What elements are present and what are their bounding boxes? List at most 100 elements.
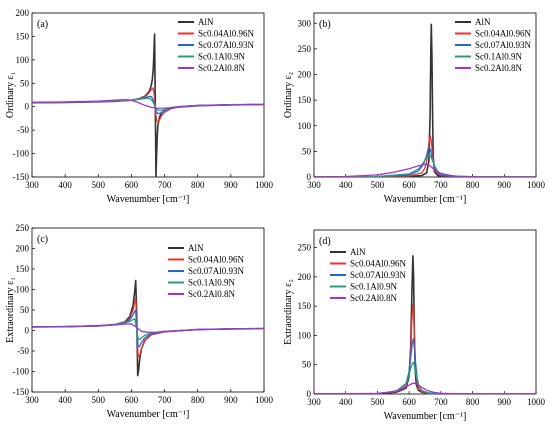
y-tick-label: 0 <box>25 326 30 336</box>
series-line <box>32 98 264 110</box>
legend-entry: Sc0.2Al0.8N <box>475 63 523 73</box>
y-tick-label: 250 <box>298 44 312 54</box>
x-tick-label: 600 <box>125 395 139 405</box>
legend-entry: Sc0.1Al0.9N <box>475 52 523 62</box>
chart-panel: 300 400 500 600 700 800 900 1000 0 50 100 150 200 250… <box>283 12 546 205</box>
series-line <box>314 382 536 394</box>
y-tick-label: 200 <box>16 244 30 254</box>
x-tick-label: 400 <box>58 180 72 190</box>
x-tick-label: 600 <box>125 180 139 190</box>
x-tick-label: 500 <box>92 180 106 190</box>
x-tick-label: 500 <box>371 180 385 190</box>
series-line <box>314 163 536 177</box>
x-tick-label: 700 <box>434 397 448 407</box>
legend-entry: Sc0.07Al0.93N <box>198 40 255 50</box>
legend-entry: Sc0.04Al0.96N <box>188 255 245 265</box>
x-axis-title: Wavenumber [cm⁻¹] <box>107 409 190 420</box>
x-tick-label: 800 <box>466 180 480 190</box>
x-axis-title: Wavenumber [cm⁻¹] <box>384 194 467 205</box>
x-tick-label: 1000 <box>527 397 546 407</box>
y-tick-label: 0 <box>307 389 312 399</box>
legend-entry: Sc0.04Al0.96N <box>475 29 532 39</box>
panel-label: (c) <box>37 234 48 245</box>
panel-label: (b) <box>319 19 331 30</box>
y-tick-label: 200 <box>16 8 30 18</box>
series-line <box>32 323 264 333</box>
y-tick-label: 150 <box>16 264 30 274</box>
y-tick-label: 250 <box>298 243 312 253</box>
x-tick-label: 700 <box>158 180 172 190</box>
chart-panel: 300 400 500 600 700 800 900 1000 0 50 100 150 200 250… <box>283 229 546 422</box>
plot-frame <box>31 227 265 393</box>
x-tick-label: 300 <box>307 397 321 407</box>
y-axis-title: Ordinary ε₁ <box>5 72 16 118</box>
legend-entry: Sc0.07Al0.93N <box>350 270 407 280</box>
series-group <box>32 33 264 177</box>
x-tick-label: 900 <box>498 180 512 190</box>
panel-label: (a) <box>37 19 48 30</box>
chart-panel: 300 400 500 600 700 800 900 1000 -150 -100 -50 0 50 1… <box>5 223 274 420</box>
y-tick-label: 0 <box>307 172 312 182</box>
y-tick-label: -100 <box>13 149 30 159</box>
x-tick-label: 800 <box>191 395 205 405</box>
series-line <box>314 361 536 394</box>
x-tick-label: 600 <box>402 180 416 190</box>
panel-label: (d) <box>319 236 331 247</box>
y-tick-label: 100 <box>298 330 312 340</box>
series-group <box>314 255 536 394</box>
x-axis-title: Wavenumber [cm⁻¹] <box>107 194 190 205</box>
y-tick-label: 0 <box>25 102 30 112</box>
y-tick-label: -150 <box>13 172 30 182</box>
y-tick-label: 50 <box>20 78 30 88</box>
x-tick-label: 300 <box>307 180 321 190</box>
y-tick-label: 150 <box>16 31 30 41</box>
x-tick-label: 500 <box>92 395 106 405</box>
series-line <box>314 304 536 394</box>
y-tick-label: 300 <box>298 18 312 28</box>
series-line <box>314 255 536 394</box>
y-tick-label: 50 <box>302 360 312 370</box>
y-tick-label: 200 <box>298 272 312 282</box>
series-line <box>32 97 264 112</box>
plot-frame <box>31 12 265 178</box>
y-axis-title: Extraordinary ε₂ <box>283 279 294 345</box>
plot-frame <box>313 229 537 395</box>
series-line <box>314 23 536 177</box>
x-tick-label: 800 <box>466 397 480 407</box>
y-tick-label: 100 <box>16 285 30 295</box>
y-axis-title: Ordinary ε₂ <box>283 72 294 118</box>
x-tick-label: 500 <box>371 397 385 407</box>
plot-frame <box>313 12 537 178</box>
x-tick-label: 400 <box>339 397 353 407</box>
y-tick-label: 100 <box>298 121 312 131</box>
legend-entry: Sc0.1Al0.9N <box>188 278 236 288</box>
legend-entry: Sc0.2Al0.8N <box>188 289 236 299</box>
y-tick-label: 150 <box>298 301 312 311</box>
legend-entry: Sc0.04Al0.96N <box>350 259 407 269</box>
legend-entry: Sc0.07Al0.93N <box>188 266 245 276</box>
legend-entry: AlN <box>198 17 214 27</box>
y-tick-label: 150 <box>298 95 312 105</box>
legend-entry: Sc0.1Al0.9N <box>350 282 398 292</box>
legend-entry: AlN <box>188 243 204 253</box>
y-tick-label: -100 <box>13 367 30 377</box>
legend-entry: Sc0.07Al0.93N <box>475 40 532 50</box>
y-axis-title: Extraordinary ε₁ <box>5 277 16 343</box>
series-group <box>314 23 536 177</box>
x-tick-label: 900 <box>498 397 512 407</box>
legend-entry: AlN <box>350 247 366 257</box>
x-tick-label: 700 <box>158 395 172 405</box>
y-tick-label: -150 <box>13 387 30 397</box>
x-axis-title: Wavenumber [cm⁻¹] <box>384 411 467 422</box>
x-tick-label: 800 <box>191 180 205 190</box>
y-tick-label: 50 <box>20 305 30 315</box>
x-tick-label: 600 <box>402 397 416 407</box>
x-tick-label: 1000 <box>255 395 274 405</box>
series-line <box>314 135 536 177</box>
x-tick-label: 300 <box>25 180 39 190</box>
y-tick-label: 100 <box>16 55 30 65</box>
x-tick-label: 900 <box>224 180 238 190</box>
y-tick-label: -50 <box>17 125 29 135</box>
legend-entry: Sc0.2Al0.8N <box>198 63 246 73</box>
x-tick-label: 1000 <box>255 180 274 190</box>
